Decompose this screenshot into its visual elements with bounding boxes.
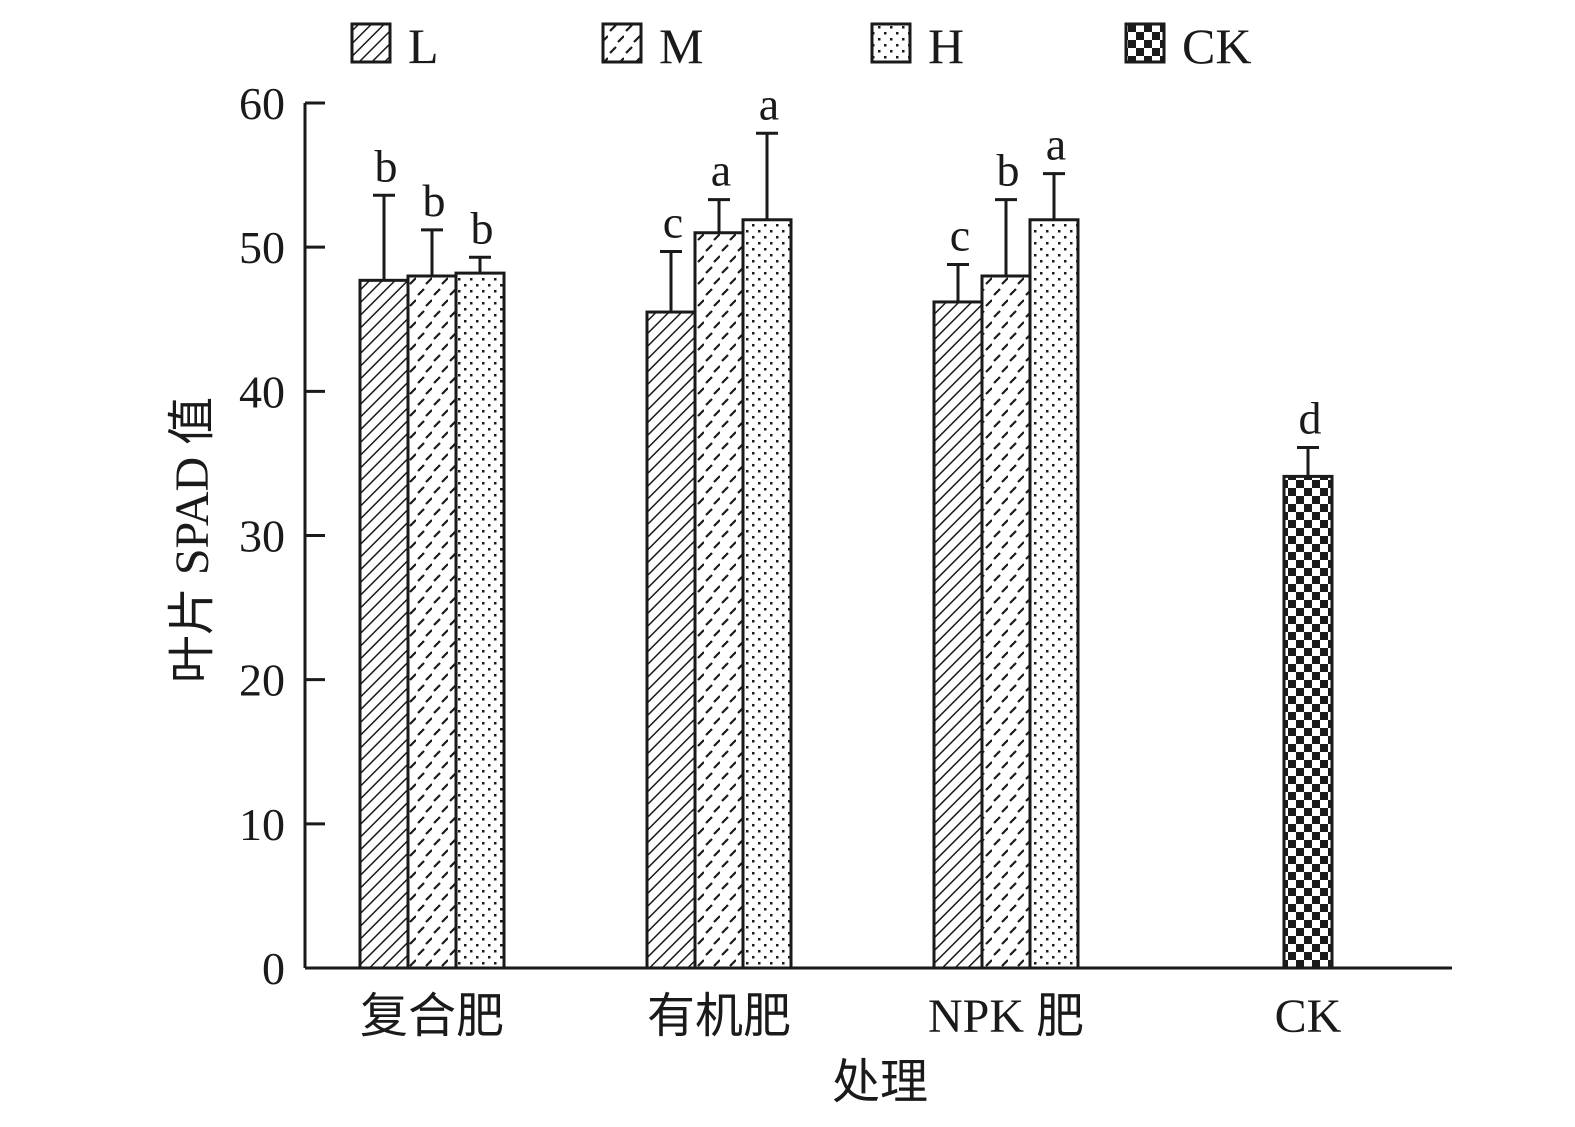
x-category-label: 复合肥	[360, 990, 504, 1043]
significance-label: c	[663, 196, 683, 247]
legend-label-ck: CK	[1182, 18, 1251, 74]
significance-label: a	[1046, 119, 1066, 170]
bar-l	[358, 278, 410, 970]
legend-label-h: H	[928, 18, 964, 74]
significance-label: a	[711, 145, 731, 196]
significance-label: d	[1299, 393, 1322, 444]
bar-l	[932, 300, 984, 970]
significance-label: b	[423, 175, 446, 226]
y-tick-label: 0	[262, 943, 285, 994]
bar-h	[741, 218, 793, 970]
y-tick-label: 10	[239, 799, 285, 850]
x-category-label: CK	[1275, 990, 1342, 1043]
legend-label-m: M	[659, 18, 703, 74]
bar-m	[980, 274, 1032, 970]
bar-m	[693, 231, 745, 970]
y-axis-title: 叶片 SPAD 值	[166, 397, 219, 683]
legend: L M H CK	[350, 18, 1251, 74]
y-tick-label: 50	[239, 222, 285, 273]
bar-ck	[1282, 474, 1334, 970]
bar-h	[454, 271, 506, 970]
x-category-label: NPK 肥	[928, 990, 1084, 1043]
bar-h	[1028, 218, 1080, 970]
significance-label: c	[950, 209, 970, 260]
legend-swatch-m	[601, 22, 643, 64]
y-tick-label: 40	[239, 366, 285, 417]
legend-swatch-l	[350, 22, 392, 64]
significance-label: b	[375, 140, 398, 191]
y-tick-label: 20	[239, 655, 285, 706]
legend-label-l: L	[408, 18, 439, 74]
significance-label: b	[997, 145, 1020, 196]
legend-swatch-ck	[1124, 22, 1166, 64]
x-axis-title: 处理	[832, 1056, 928, 1109]
x-category-label: 有机肥	[647, 990, 791, 1043]
bar-m	[406, 274, 458, 970]
y-tick-label: 30	[239, 511, 285, 562]
axes-group: 0 10 20 30 40 50 60 复合肥 有机肥 NPK 肥 CK	[239, 78, 1452, 1043]
y-tick-label: 60	[239, 78, 285, 129]
significance-label: b	[471, 202, 494, 253]
legend-swatch-h	[870, 22, 912, 64]
bar-l	[645, 310, 697, 970]
significance-label: a	[759, 78, 779, 129]
